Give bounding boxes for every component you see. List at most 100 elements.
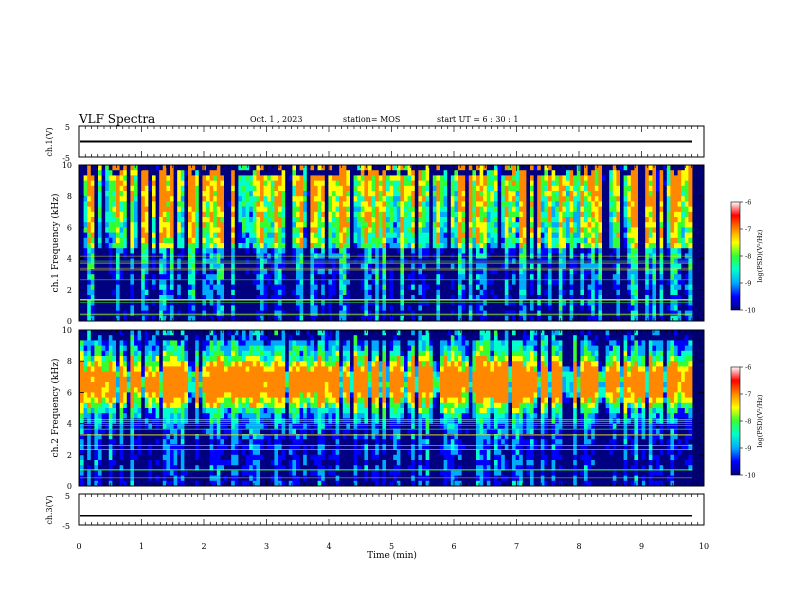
spectrogram-cell — [288, 211, 293, 218]
spectrogram-cell — [558, 310, 563, 317]
spectrogram-cell — [364, 289, 369, 296]
spectrogram-cell — [483, 227, 488, 233]
spectrogram-cell — [616, 185, 621, 192]
spectrogram-cell — [317, 305, 322, 311]
spectrogram-cell — [422, 305, 426, 311]
spectrogram-cell — [533, 310, 538, 317]
spectrogram-cell — [551, 185, 556, 192]
spectrogram-cell — [508, 201, 513, 207]
spectrogram-cell — [576, 222, 581, 228]
spectrogram-cell — [497, 300, 502, 306]
spectrogram-cell — [576, 263, 581, 270]
spectrogram-cell — [321, 170, 326, 176]
spectrogram-cell — [627, 289, 632, 296]
spectrogram-cell — [533, 243, 538, 249]
spectrogram-cell — [87, 211, 92, 218]
spectrogram-cell — [504, 295, 509, 301]
spectrogram-cell — [310, 315, 315, 321]
spectrogram-cell — [206, 180, 210, 187]
spectrogram-cell — [170, 170, 174, 176]
spectrogram-cell — [285, 310, 290, 317]
spectrogram-cell — [94, 269, 99, 275]
spectrogram-cell — [494, 201, 498, 207]
spectrogram-cell — [404, 258, 408, 265]
spectrogram-cell — [202, 217, 207, 223]
spectrogram-cell — [141, 279, 146, 285]
spectrogram-cell — [648, 211, 653, 218]
spectrogram-cell — [627, 310, 632, 317]
spectrogram-cell — [526, 201, 531, 207]
spectrogram-cell — [627, 185, 632, 192]
spectrogram-cell — [558, 211, 563, 218]
spectrogram-cell — [605, 305, 610, 311]
spectrogram-cell — [612, 263, 617, 270]
spectrogram-cell — [350, 165, 354, 171]
spectrogram-cell — [612, 315, 617, 321]
spectrogram-cell — [440, 279, 444, 285]
spectrogram-cell — [134, 274, 138, 280]
spectrogram-cell — [224, 284, 228, 291]
spectrogram-cell — [540, 284, 545, 291]
spectrogram-cell — [105, 201, 110, 207]
spectrogram-cell — [188, 284, 192, 291]
spectrogram-cell — [134, 289, 138, 296]
spectrogram-cell — [94, 243, 99, 249]
spectrogram-cell — [548, 196, 552, 202]
spectrogram-cell — [123, 191, 128, 197]
spectrogram-cell — [98, 217, 102, 223]
spectrogram-cell — [152, 269, 156, 275]
spectrogram-cell — [360, 211, 365, 218]
spectrogram-cell — [540, 217, 545, 223]
spectrogram-cell — [418, 243, 423, 249]
spectrogram-cell — [184, 258, 189, 265]
spectrogram-cell — [209, 185, 214, 192]
spectrogram-cell — [119, 243, 124, 249]
spectrogram-cell — [256, 248, 261, 254]
spectrogram-cell — [116, 269, 120, 275]
spectrogram-cell — [288, 196, 293, 202]
spectrogram-cell — [314, 165, 318, 171]
spectrogram-cell — [468, 315, 473, 321]
spectrogram-cell — [191, 165, 196, 171]
spectrogram-cell — [400, 201, 405, 207]
spectrogram-cell — [368, 185, 372, 192]
spectrogram-cell — [566, 206, 570, 213]
spectrogram-cell — [584, 170, 588, 176]
spectrogram-cell — [249, 315, 254, 321]
spectrogram-cell — [274, 201, 279, 207]
spectrogram-cell — [594, 165, 599, 171]
spectrogram-cell — [126, 175, 131, 181]
spectrogram-cell — [98, 295, 102, 301]
start-time-label: start UT = 6 : 30 : 1 — [437, 115, 519, 124]
spectrogram-cell — [339, 263, 344, 270]
spectrogram-cell — [620, 196, 624, 202]
spectrogram-cell — [576, 196, 581, 202]
spectrogram-cell — [112, 217, 117, 223]
spectrogram-cell — [332, 201, 336, 207]
spectrogram-cell — [422, 175, 426, 181]
spectrogram-cell — [504, 201, 509, 207]
spectrogram-cell — [162, 196, 167, 202]
spectrogram-cell — [630, 206, 635, 213]
spectrogram-cell — [533, 222, 538, 228]
spectrogram-cell — [234, 180, 239, 187]
spectrogram-cell — [303, 248, 308, 254]
spectrogram-cell — [602, 305, 606, 311]
spectrogram-cell — [335, 305, 340, 311]
spectrogram-cell — [126, 258, 131, 265]
spectrogram-cell — [483, 222, 488, 228]
spectrogram-cell — [407, 196, 412, 202]
spectrogram-cell — [141, 274, 146, 280]
spectrogram-cell — [281, 201, 286, 207]
spectrogram-cell — [101, 274, 106, 280]
spectrogram-cell — [544, 263, 549, 270]
spectrogram-cell — [407, 170, 412, 176]
spectrogram-cell — [339, 227, 344, 233]
spectrogram-cell — [303, 295, 308, 301]
spectrogram-cell — [227, 175, 232, 181]
spectrogram-cell — [227, 284, 232, 291]
spectrogram-cell — [314, 237, 318, 244]
spectrogram-cell — [454, 211, 459, 218]
spectrogram-cell — [249, 175, 254, 181]
spectrogram-cell — [432, 295, 437, 301]
